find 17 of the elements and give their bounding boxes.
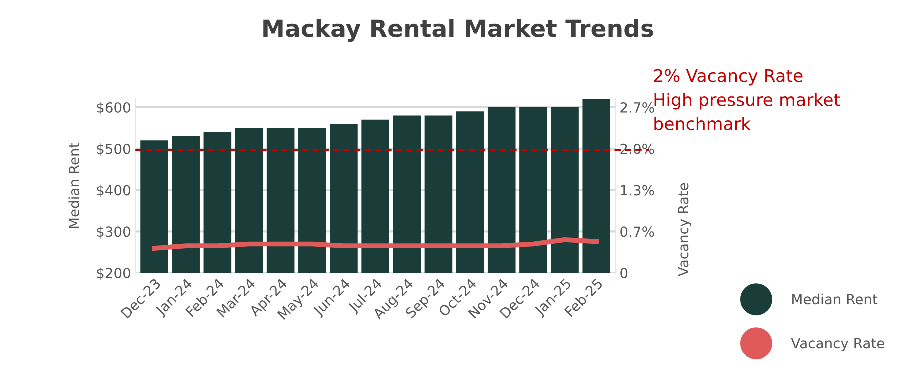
- ref-line-label: 2% Vacancy Rate High pressure market benchmark: [654, 69, 840, 130]
- y-tick-label: $500: [97, 144, 130, 156]
- y2-tick-label: 0.7%: [620, 226, 654, 238]
- legend-label: Vacancy Rate: [791, 338, 884, 352]
- line-series: [152, 238, 600, 251]
- y-tick-label: $300: [97, 226, 130, 239]
- y-axis-title: Median Rent: [68, 143, 80, 228]
- y2-tick-label: 1.3%: [621, 185, 654, 196]
- y2-tick-label: 2.7%: [620, 102, 654, 113]
- y2-axis-title: Vacancy Rate: [678, 183, 692, 276]
- y2-tick-label: 0: [620, 268, 628, 279]
- y-tick-label: $200: [97, 268, 130, 280]
- legend-label: Median Rent: [792, 294, 878, 305]
- y-tick-label: $400: [97, 185, 130, 198]
- chart-title: Mackay Rental Market Trends: [264, 19, 654, 42]
- y-tick-label: $600: [97, 102, 130, 115]
- y2-tick-label: 2.0%: [620, 144, 654, 154]
